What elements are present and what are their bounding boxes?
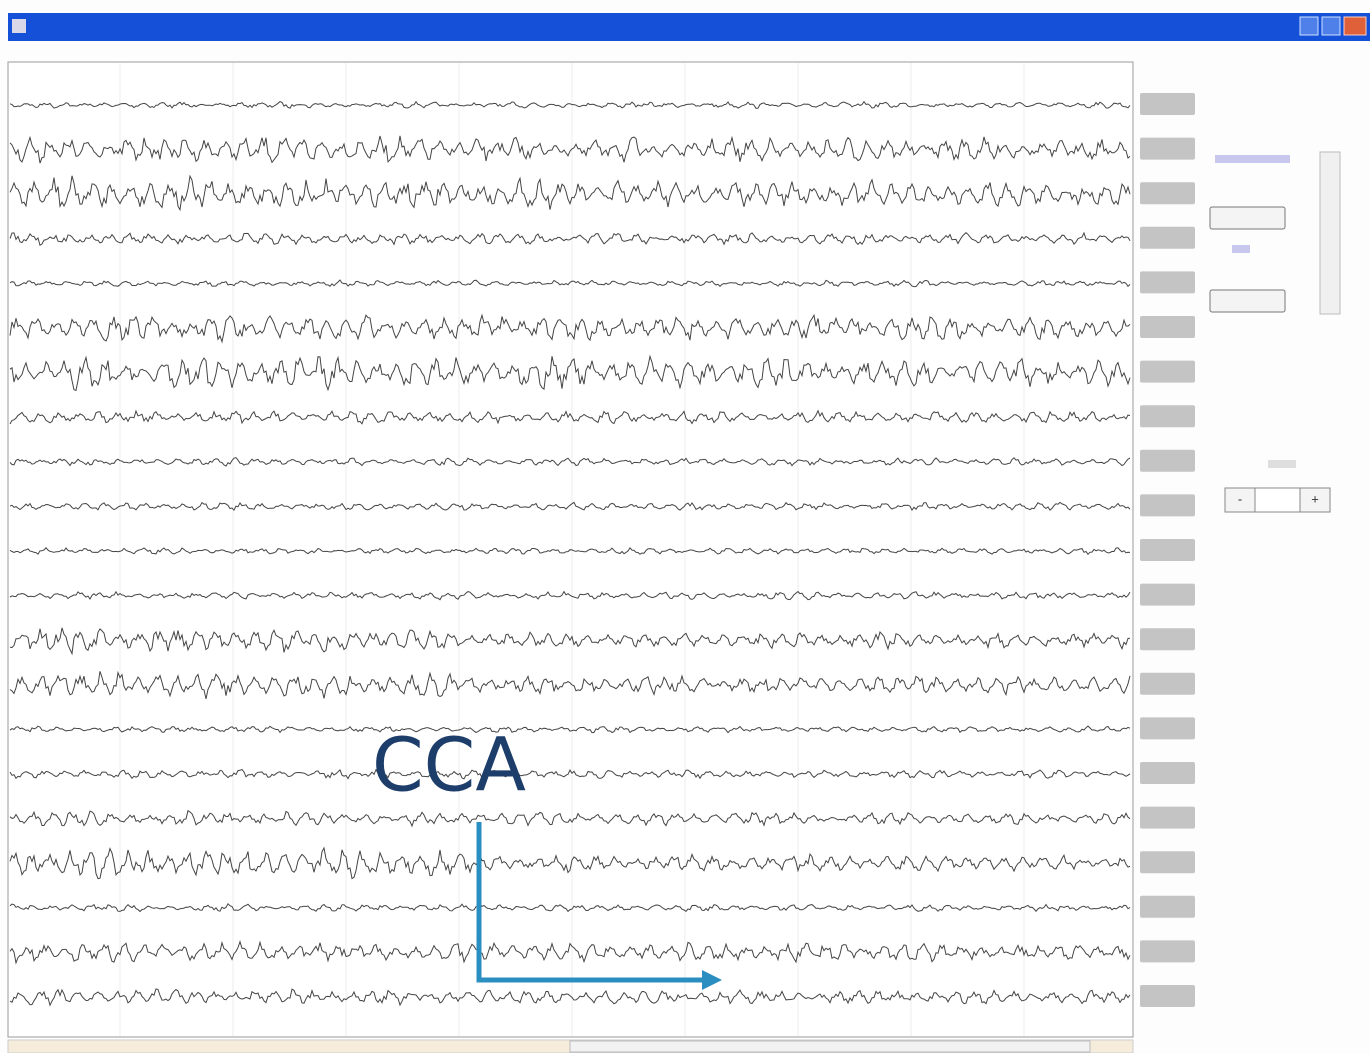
channel-label-box [1140, 450, 1195, 472]
annotation-label: CCA [372, 723, 526, 809]
channel-label-box [1140, 896, 1195, 918]
decrease-label: - [1238, 491, 1242, 506]
window-icon [12, 19, 26, 33]
channel-label-box [1140, 316, 1195, 338]
scroll-thumb[interactable] [570, 1041, 1090, 1052]
channel-label-box [1140, 494, 1195, 516]
scrollbar[interactable] [1320, 152, 1340, 314]
channel-label-box [1140, 361, 1195, 383]
minimize-button[interactable] [1300, 17, 1318, 35]
stepper-caption [1268, 460, 1296, 468]
channel-label-box [1140, 717, 1195, 739]
channel-label-box [1140, 762, 1195, 784]
channel-label-box [1140, 851, 1195, 873]
title-bar [8, 13, 1370, 41]
channel-label-box [1140, 182, 1195, 204]
channel-label-box [1140, 539, 1195, 561]
panel-caption [1215, 155, 1290, 163]
channel-label-box [1140, 940, 1195, 962]
panel-text [1232, 245, 1250, 253]
channel-labels [1140, 93, 1195, 1007]
stepper-field[interactable] [1255, 488, 1300, 512]
channel-label-box [1140, 138, 1195, 160]
channel-label-box [1140, 93, 1195, 115]
channel-label-box [1140, 405, 1195, 427]
channel-label-box [1140, 271, 1195, 293]
load-button[interactable] [1210, 207, 1285, 229]
channel-label-box [1140, 807, 1195, 829]
channel-label-box [1140, 673, 1195, 695]
settings-button[interactable] [1210, 290, 1285, 312]
channel-label-box [1140, 985, 1195, 1007]
increase-label: + [1311, 491, 1319, 506]
maximize-button[interactable] [1322, 17, 1340, 35]
channel-label-box [1140, 584, 1195, 606]
channel-label-box [1140, 227, 1195, 249]
page: - + CCA (() => { const data = JSON.parse… [0, 0, 1370, 1053]
screenshot: - + CCA [0, 0, 1370, 1053]
close-button[interactable] [1344, 17, 1366, 35]
channel-label-box [1140, 628, 1195, 650]
